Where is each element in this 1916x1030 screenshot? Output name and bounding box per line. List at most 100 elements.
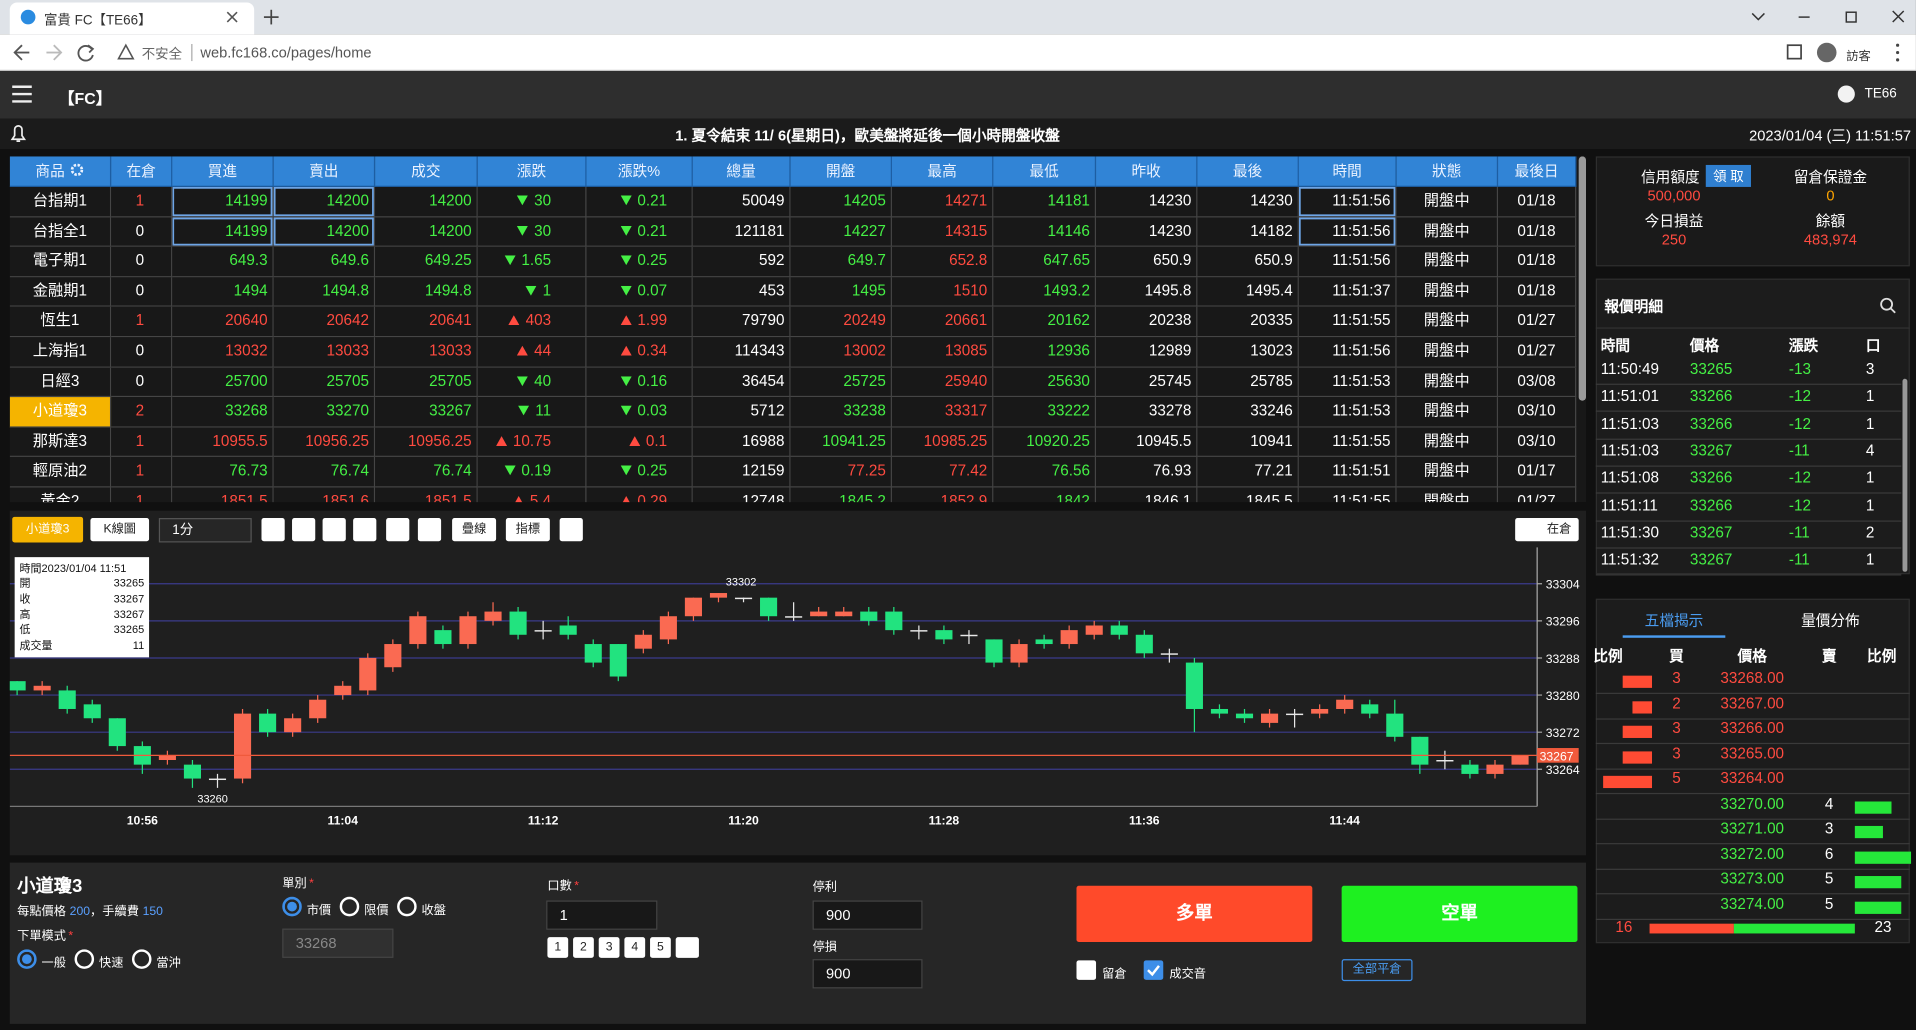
quote-cell[interactable]: 那斯達3 [9, 427, 112, 458]
tick-cell: 33267 [1689, 523, 1733, 542]
checkbox-checked[interactable] [1143, 960, 1164, 980]
quote-cell[interactable]: 恆生1 [9, 307, 112, 338]
toolbar-button[interactable]: 疊線 [452, 518, 497, 542]
menu-icon[interactable] [1896, 43, 1900, 62]
radio-label[interactable]: 市價 [306, 904, 332, 918]
quick-qty-icon[interactable] [675, 937, 699, 958]
quick-qty[interactable]: 3 [598, 937, 620, 958]
text-input[interactable]: 1 [546, 900, 658, 930]
tick-cell: 33266 [1689, 387, 1733, 405]
row-divider [1595, 410, 1902, 413]
depth-header: 買 [1669, 647, 1684, 665]
quote-value: 33267 [429, 402, 472, 420]
quote-value: 01/27 [1517, 312, 1556, 330]
radio[interactable] [17, 949, 37, 969]
depth-tab[interactable]: 量價分佈 [1801, 612, 1860, 630]
toolbar-button[interactable] [353, 518, 377, 542]
order-button[interactable]: 空單 [1341, 885, 1578, 943]
radio[interactable] [131, 949, 152, 969]
radio-label[interactable]: 當沖 [156, 956, 181, 971]
candle-body [559, 625, 577, 635]
quick-qty[interactable]: 1 [547, 937, 569, 958]
quote-value: 01/18 [1517, 281, 1556, 300]
radio[interactable] [74, 949, 95, 969]
interval-select[interactable]: 1分 [158, 518, 252, 543]
hamburger-menu[interactable] [12, 85, 32, 103]
radio-label[interactable]: 限價 [364, 904, 389, 918]
quick-qty[interactable]: 5 [650, 937, 671, 958]
quick-qty[interactable]: 2 [573, 937, 594, 958]
quote-cell[interactable]: 上海指1 [9, 337, 112, 368]
quote-value: 25705 [429, 372, 472, 390]
active-tab[interactable] [9, 2, 255, 35]
window-controls[interactable] [1751, 10, 1905, 23]
quote-cell: 652.8 [891, 247, 994, 278]
quote-cell[interactable]: 電子期1 [9, 247, 112, 278]
profile-icon[interactable] [1816, 42, 1837, 63]
column-header: 最低 [993, 156, 1097, 187]
lens [1880, 297, 1894, 311]
candle-body [1035, 639, 1053, 645]
quote-cell: 10941.25 [790, 427, 892, 458]
radio[interactable] [282, 896, 302, 917]
user-avatar[interactable] [1837, 85, 1855, 103]
radio-label[interactable]: 收盤 [421, 904, 446, 918]
checkbox[interactable] [1076, 960, 1097, 980]
claim-button[interactable]: 領 取 [1705, 164, 1752, 187]
toolbar-button[interactable]: K線圖 [90, 518, 150, 542]
toolbar-button[interactable]: 指標 [505, 518, 550, 542]
nav-buttons[interactable] [13, 44, 95, 62]
toolbar-button[interactable] [386, 518, 410, 542]
sidebar-icon[interactable] [1786, 44, 1802, 60]
radio-label[interactable]: 一般 [41, 956, 66, 971]
toolbar-button[interactable] [417, 518, 442, 542]
candle-body [1511, 755, 1529, 765]
close-all-button[interactable]: 全部平倉 [1341, 959, 1413, 982]
toolbar-button[interactable] [261, 518, 285, 542]
text-input[interactable]: 900 [812, 900, 923, 930]
ask-price: 33273.00 [1720, 869, 1785, 888]
quick-qty[interactable]: 4 [624, 937, 646, 958]
column-header-text: 時間 [1332, 162, 1362, 180]
tab-close[interactable] [226, 11, 238, 23]
toolbar-button[interactable]: 在倉 [1515, 518, 1579, 542]
x-tick-label: 10:56 [127, 814, 158, 828]
quote-value: 1493.2 [1043, 281, 1090, 300]
new-tab[interactable] [263, 9, 279, 25]
toolbar-button[interactable] [322, 518, 346, 542]
quote-cell[interactable]: 金融期1 [9, 277, 112, 308]
quote-cell[interactable]: 黃金2 [9, 487, 112, 503]
toolbar-button[interactable] [559, 518, 583, 542]
bell-icon[interactable] [10, 125, 27, 142]
quote-cell[interactable]: 日經3 [9, 367, 112, 398]
radio[interactable] [397, 896, 417, 917]
search-icon[interactable] [1879, 297, 1896, 314]
y-tick-label: 33272 [1546, 726, 1580, 740]
quote-cell: 76.56 [993, 457, 1097, 488]
text-input[interactable]: 900 [812, 959, 923, 989]
quote-cell[interactable]: 台指期1 [9, 186, 112, 217]
quote-cell: 14200 [375, 216, 478, 248]
radio[interactable] [339, 896, 360, 917]
quote-cell[interactable]: 台指全1 [9, 216, 112, 248]
text-input[interactable]: 33268 [282, 928, 394, 958]
order-button[interactable]: 多單 [1076, 885, 1313, 943]
settings-icon[interactable] [70, 162, 85, 177]
quote-cell[interactable]: 輕原油2 [9, 457, 112, 488]
tick-cell: 33266 [1689, 414, 1733, 433]
url[interactable]: web.fc168.co/pages/home [200, 43, 372, 62]
candle-body [108, 718, 126, 747]
quote-cell: 1851.5 [172, 487, 274, 503]
quote-value: 14315 [944, 221, 988, 239]
radio-label[interactable]: 快速 [98, 956, 124, 971]
quote-cell: 0.21 [586, 186, 693, 217]
depth-tab[interactable]: 五檔揭示 [1644, 612, 1704, 630]
toolbar-button[interactable] [292, 518, 316, 542]
quote-cell: 11:51:55 [1298, 427, 1397, 458]
toolbar-button[interactable]: 小道瓊3 [12, 516, 84, 543]
quote-cell: 13085 [891, 337, 994, 368]
favicon [20, 9, 36, 25]
quote-value: 1.65 [521, 251, 552, 270]
close-all-text: 全部平倉 [1352, 962, 1402, 977]
quote-cell[interactable]: 小道瓊3 [9, 397, 112, 428]
